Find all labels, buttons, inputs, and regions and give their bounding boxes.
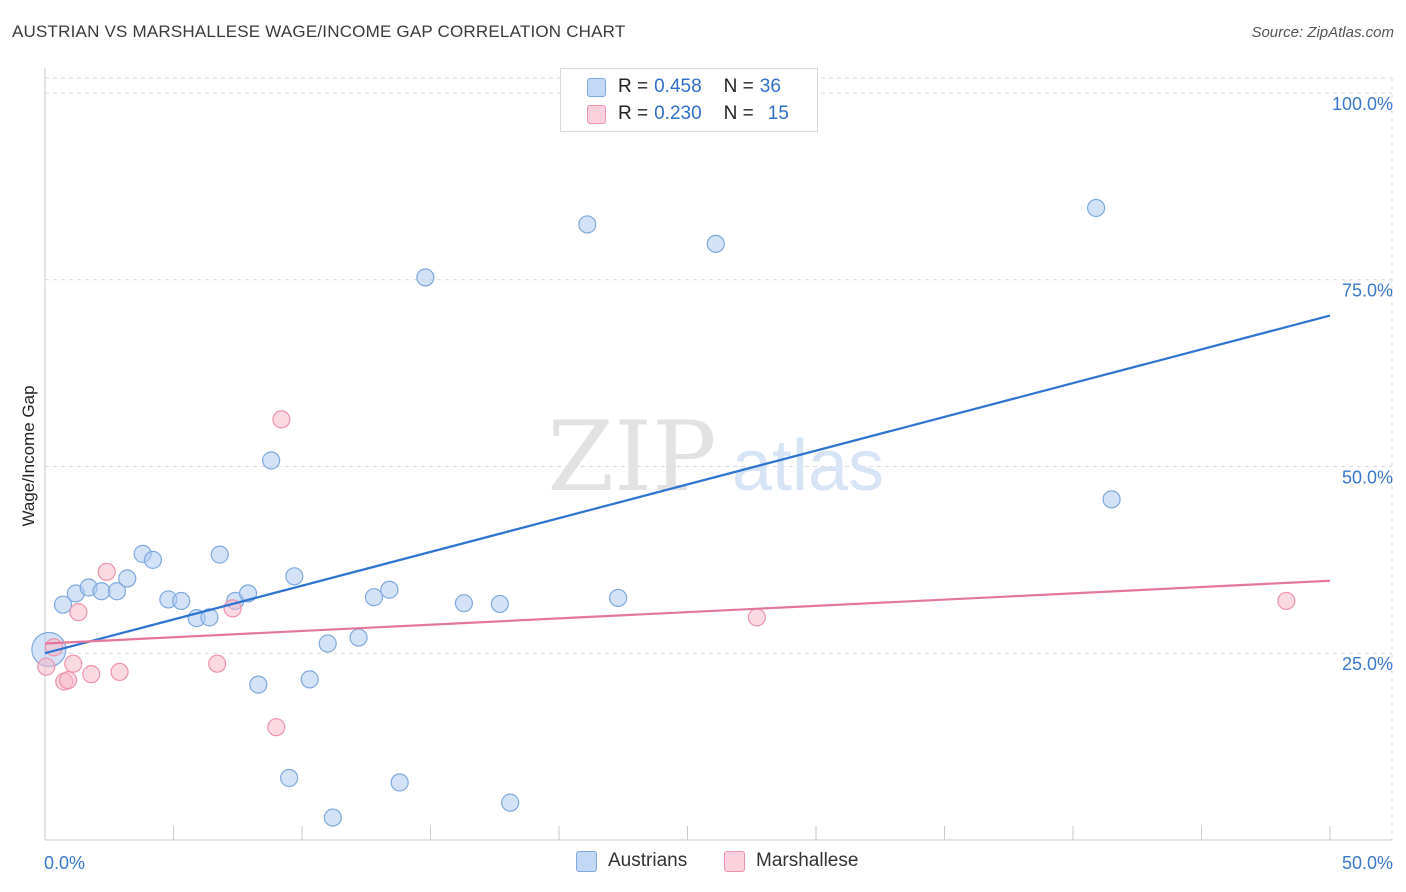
y-tick-label: 50.0% <box>1342 467 1393 487</box>
austrian-point <box>172 591 191 611</box>
marshallese-point <box>272 410 291 429</box>
legend-r-label: R = <box>618 76 649 97</box>
austrian-point <box>380 580 399 599</box>
austrian-point <box>454 594 474 613</box>
austrians-label: Austrians <box>608 850 688 871</box>
marshallese-swatch <box>724 850 745 872</box>
austrian-trendline <box>44 314 1331 655</box>
chart-title: AUSTRIAN VS MARSHALLESE WAGE/INCOME GAP … <box>12 22 626 41</box>
axes <box>44 68 1392 841</box>
legend-swatch-blue <box>587 77 606 97</box>
source-label: Source: ZipAtlas.com <box>1251 24 1394 41</box>
x-tick-label-min: 0.0% <box>44 853 85 873</box>
austrian-point <box>249 675 268 694</box>
austrian-point <box>280 768 299 788</box>
watermark: ZIP atlas <box>547 401 884 513</box>
austrian-point <box>501 793 520 812</box>
austrian-point <box>285 567 304 586</box>
marshallese-point <box>110 662 129 682</box>
marshallese-trendline <box>44 579 1331 645</box>
austrian-point <box>490 594 509 614</box>
austrian-point <box>118 569 137 588</box>
y-axis-title: Wage/Income Gap <box>19 385 38 527</box>
legend-r-value: 0.458 <box>654 76 702 97</box>
austrian-point <box>262 451 281 470</box>
series-legend-marshallese[interactable]: Marshallese <box>724 850 858 872</box>
marshallese-point <box>97 562 116 581</box>
series-legend-austrians[interactable]: Austrians <box>576 850 687 872</box>
austrian-point <box>578 215 597 234</box>
legend-r-label: R = <box>618 103 649 124</box>
marshallese-label: Marshallese <box>756 850 859 871</box>
austrian-point <box>92 582 111 601</box>
legend-n-label: N = <box>723 103 754 124</box>
marshallese-point <box>82 665 101 684</box>
legend-n-label: N = <box>723 76 754 97</box>
y-tick-label: 75.0% <box>1342 281 1393 301</box>
legend-row-austrians: R = 0.458 N = 36 <box>587 74 781 100</box>
y-tick-label: 25.0% <box>1342 654 1393 674</box>
tick-labels: 25.0% 50.0% 75.0% 100.0% 0.0% 50.0% <box>44 94 1393 873</box>
legend-n-value: 15 <box>767 103 789 124</box>
watermark-zip: ZIP <box>547 401 716 513</box>
austrian-point <box>323 808 342 827</box>
legend-row-marshallese: R = 0.230 N = 15 <box>587 101 789 127</box>
marshallese-point <box>208 654 227 673</box>
austrian-point <box>364 588 384 607</box>
marshallese-point <box>69 603 88 622</box>
marshallese-point <box>267 718 286 737</box>
austrian-point <box>143 550 163 569</box>
austrian-point <box>1102 490 1121 509</box>
austrian-point <box>107 582 127 601</box>
trend-lines <box>44 314 1331 655</box>
austrians-swatch <box>576 850 597 872</box>
legend-n-value: 36 <box>759 76 781 97</box>
grid-lines <box>45 77 1393 840</box>
austrian-point <box>416 268 435 287</box>
austrian-point <box>706 234 725 253</box>
marshallese-point <box>64 654 83 673</box>
marshallese-point <box>59 671 78 690</box>
austrian-point <box>300 670 319 689</box>
marshallese-point <box>1277 591 1296 611</box>
marshallese-point <box>37 657 56 676</box>
austrian-point <box>53 595 73 614</box>
x-tick-label-max: 50.0% <box>1342 853 1393 873</box>
y-tick-label: 100.0% <box>1332 94 1393 114</box>
austrian-point <box>318 634 337 653</box>
series-legend: Austrians Marshallese <box>0 850 1406 878</box>
stats-legend: R = 0.458 N = 36 R = 0.230 N = 15 <box>560 68 818 132</box>
austrian-point <box>349 628 368 647</box>
austrian-point <box>210 545 229 564</box>
marshallese-point <box>747 608 766 627</box>
austrian-point <box>1087 198 1106 218</box>
austrian-point <box>609 588 628 608</box>
austrian-point <box>390 773 409 792</box>
legend-swatch-pink <box>587 104 606 124</box>
legend-r-value: 0.230 <box>654 103 702 124</box>
